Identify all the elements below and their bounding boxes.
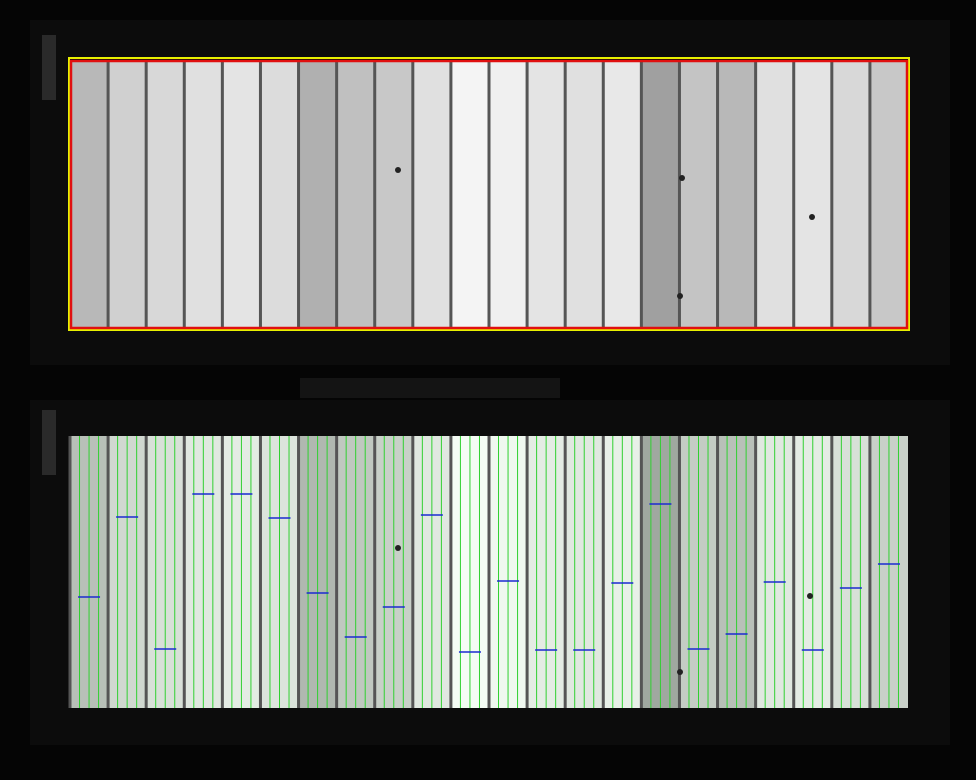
defect bbox=[679, 175, 685, 181]
strip-gap bbox=[144, 60, 148, 328]
strip-gap bbox=[144, 436, 148, 708]
strip-gap bbox=[754, 60, 758, 328]
strip-gap bbox=[335, 436, 339, 708]
cell-strip bbox=[641, 60, 680, 328]
cell-strip bbox=[336, 60, 375, 328]
red-outline bbox=[69, 59, 909, 330]
strip-gap bbox=[601, 60, 605, 328]
cell-strip bbox=[793, 60, 832, 328]
yellow-outline bbox=[68, 57, 910, 331]
strip-gap bbox=[373, 436, 377, 708]
strip-gap bbox=[106, 60, 110, 328]
strip-gap bbox=[563, 436, 567, 708]
strip-gap bbox=[868, 436, 872, 708]
strip-gap bbox=[563, 60, 567, 328]
strip-gap bbox=[449, 60, 453, 328]
cell-strip bbox=[298, 60, 337, 328]
strip-gap bbox=[792, 436, 796, 708]
defect bbox=[395, 167, 401, 173]
strip-gap bbox=[716, 436, 720, 708]
strip-gap bbox=[716, 60, 720, 328]
strip-gap bbox=[258, 60, 262, 328]
strip-gap bbox=[220, 60, 224, 328]
strip-gap bbox=[335, 60, 339, 328]
strip-gap bbox=[449, 436, 453, 708]
cell-strip bbox=[527, 60, 566, 328]
strip-gap bbox=[677, 436, 681, 708]
strip-gap bbox=[182, 436, 186, 708]
cell-strip bbox=[146, 60, 185, 328]
strip-gap bbox=[297, 436, 301, 708]
strip-gap bbox=[639, 60, 643, 328]
cell-strip bbox=[260, 60, 299, 328]
strip-gap bbox=[830, 436, 834, 708]
strip-gap bbox=[792, 60, 796, 328]
cell-strip bbox=[869, 60, 908, 328]
bracket bbox=[300, 378, 560, 398]
cell-strip bbox=[184, 60, 223, 328]
strip-gap bbox=[411, 60, 415, 328]
strip-gap bbox=[525, 60, 529, 328]
cell-strip bbox=[374, 60, 413, 328]
cell-strip bbox=[412, 60, 451, 328]
strip-gap bbox=[830, 60, 834, 328]
lower-panel bbox=[68, 436, 908, 708]
cell-strip bbox=[603, 60, 642, 328]
strip-gap bbox=[68, 436, 72, 708]
strip-gap bbox=[525, 436, 529, 708]
cell-strip bbox=[565, 60, 604, 328]
clip bbox=[42, 35, 56, 100]
strip-gap bbox=[182, 60, 186, 328]
strip-gap bbox=[754, 436, 758, 708]
cell-strip bbox=[831, 60, 870, 328]
cell-strip bbox=[108, 60, 147, 328]
strip-gap bbox=[106, 436, 110, 708]
strip-gap bbox=[677, 60, 681, 328]
strip-gap bbox=[373, 60, 377, 328]
strip-gap bbox=[487, 436, 491, 708]
upper-panel bbox=[68, 57, 910, 331]
defect bbox=[395, 545, 401, 551]
strip-gap bbox=[487, 60, 491, 328]
defect bbox=[809, 214, 815, 220]
strip-gap bbox=[220, 436, 224, 708]
strip-gap bbox=[411, 436, 415, 708]
defect bbox=[677, 293, 683, 299]
defect bbox=[807, 593, 813, 599]
strip-gap bbox=[639, 436, 643, 708]
strip-gap bbox=[868, 60, 872, 328]
cell-strip bbox=[450, 60, 489, 328]
clip bbox=[42, 410, 56, 475]
cell-strip bbox=[717, 60, 756, 328]
strip-gap bbox=[601, 436, 605, 708]
strip-gap bbox=[297, 60, 301, 328]
cell-strip bbox=[755, 60, 794, 328]
cell-strip bbox=[489, 60, 528, 328]
cell-strip bbox=[679, 60, 718, 328]
defect bbox=[677, 669, 683, 675]
strip-gap bbox=[258, 436, 262, 708]
cell-strip bbox=[222, 60, 261, 328]
cell-strip bbox=[70, 60, 109, 328]
